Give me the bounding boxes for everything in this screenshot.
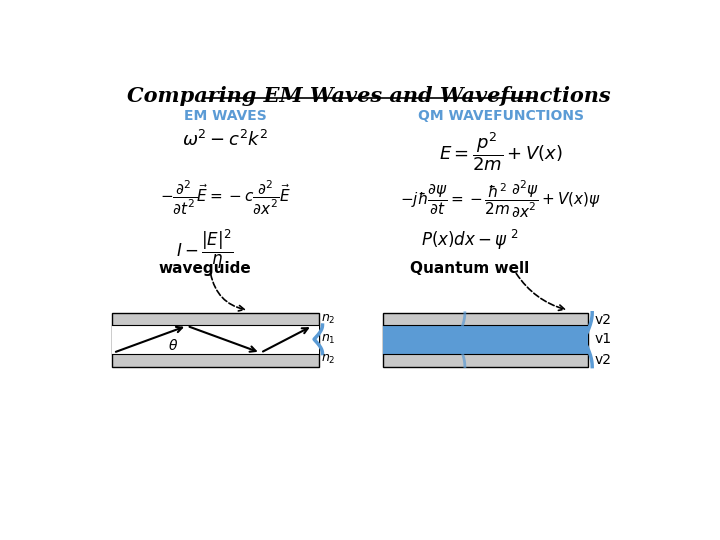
Text: QM WAVEFUNCTIONS: QM WAVEFUNCTIONS xyxy=(418,110,584,124)
Text: $-j\hbar\dfrac{\partial\psi}{\partial t} = -\dfrac{\hbar^2}{2m}\dfrac{\partial^2: $-j\hbar\dfrac{\partial\psi}{\partial t}… xyxy=(400,179,601,220)
Text: Quantum well: Quantum well xyxy=(410,261,529,276)
Bar xyxy=(112,325,319,354)
Text: $\omega^2 - c^2k^2$: $\omega^2 - c^2k^2$ xyxy=(182,130,269,150)
Bar xyxy=(383,325,588,354)
Text: v2: v2 xyxy=(595,353,611,367)
Text: $n_2$: $n_2$ xyxy=(321,313,336,326)
Text: waveguide: waveguide xyxy=(158,261,251,276)
Text: $\theta$: $\theta$ xyxy=(168,338,178,353)
Bar xyxy=(383,313,588,367)
Text: $E = \dfrac{p^2}{2m} + V(x)$: $E = \dfrac{p^2}{2m} + V(x)$ xyxy=(438,130,563,173)
Bar xyxy=(112,313,319,367)
Text: $n_1$: $n_1$ xyxy=(321,333,336,346)
Text: $I - \dfrac{|E|^2}{\eta}$: $I - \dfrac{|E|^2}{\eta}$ xyxy=(176,228,233,271)
Text: $-\dfrac{\partial^2}{\partial t^2}\vec{E} = -c\dfrac{\partial^2}{\partial x^2}\v: $-\dfrac{\partial^2}{\partial t^2}\vec{E… xyxy=(161,179,291,217)
Text: Comparing EM Waves and Wavefunctions: Comparing EM Waves and Wavefunctions xyxy=(127,86,611,106)
Text: v2: v2 xyxy=(595,313,611,327)
Text: $n_2$: $n_2$ xyxy=(321,353,336,366)
Text: EM WAVES: EM WAVES xyxy=(184,110,267,124)
Text: v1: v1 xyxy=(595,332,612,346)
Text: $P(x)dx - \psi^{\ 2}$: $P(x)dx - \psi^{\ 2}$ xyxy=(421,228,518,252)
